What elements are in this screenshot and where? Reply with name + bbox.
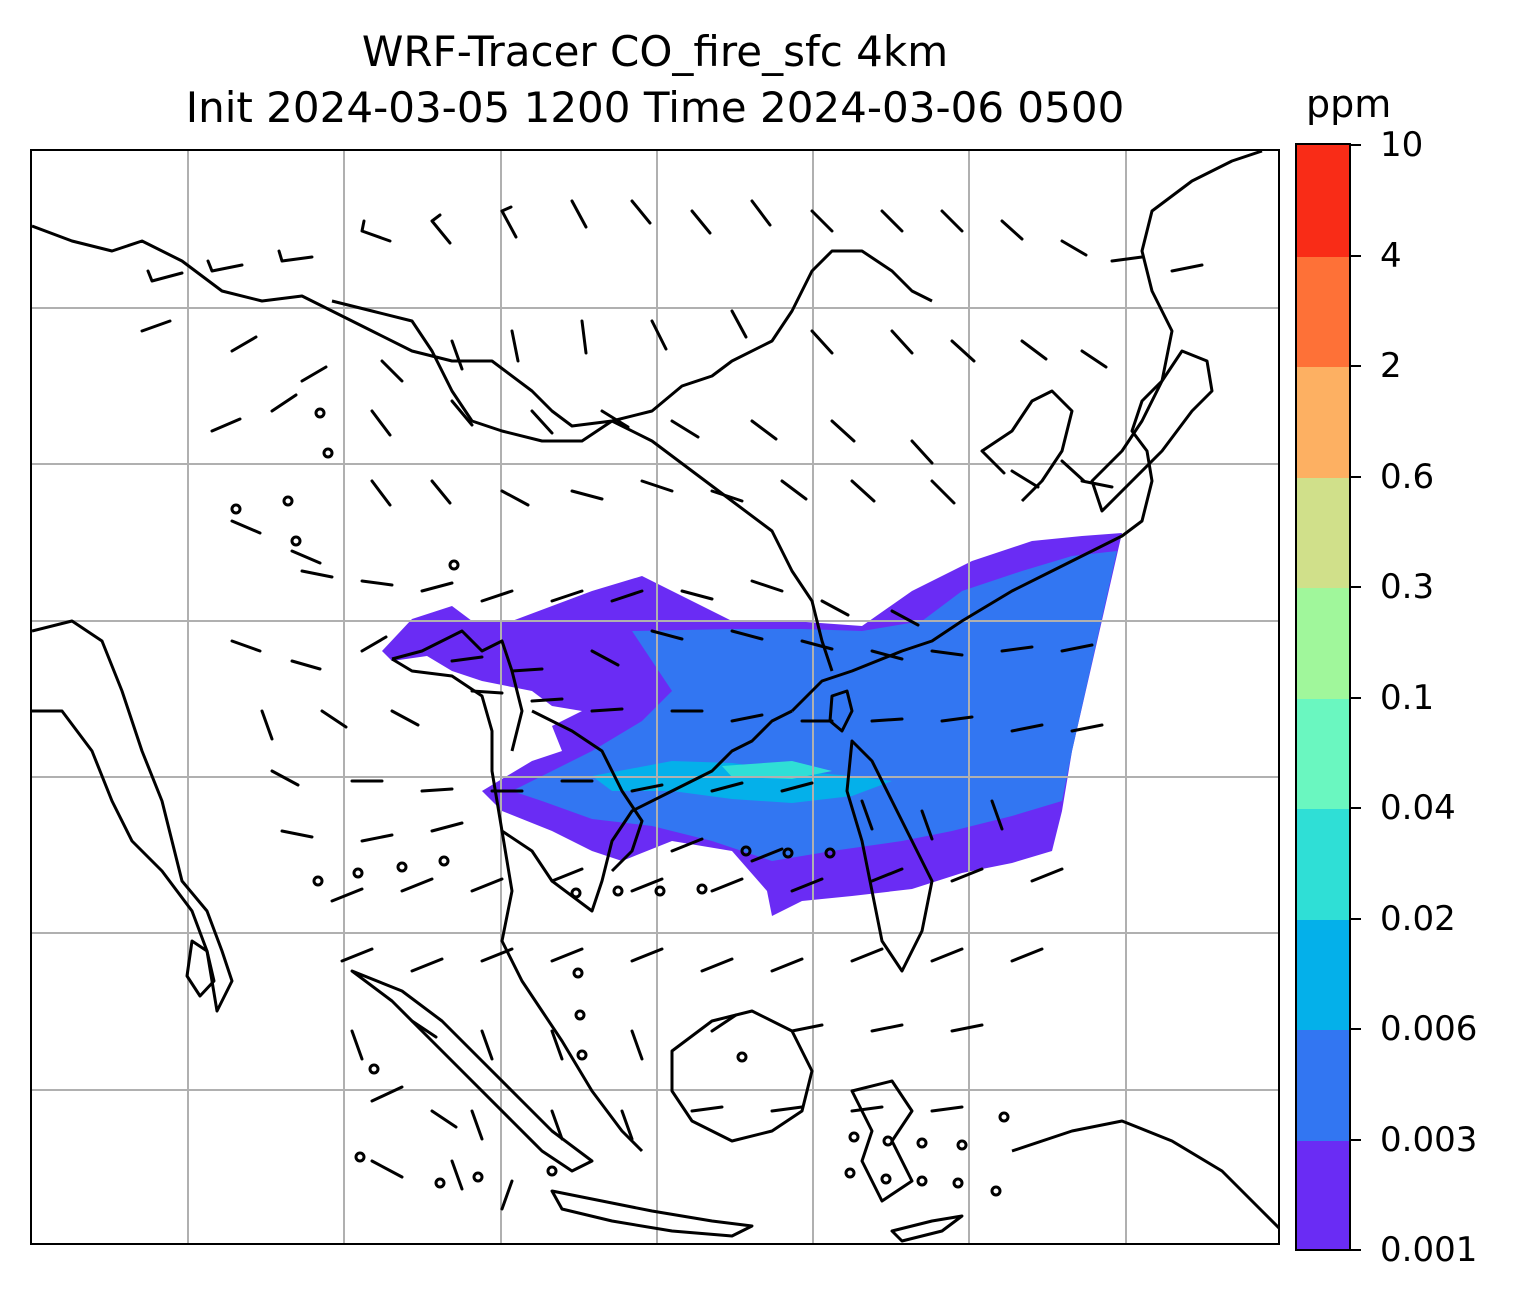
coast-java	[550, 1189, 754, 1238]
colorbar-tick	[1351, 917, 1361, 920]
colorbar-segment	[1297, 145, 1349, 257]
map-title-line-1: WRF-Tracer CO_fire_sfc 4km	[361, 27, 949, 76]
colorbar-tick-label: 0.04	[1380, 788, 1456, 828]
colorbar-segment	[1297, 476, 1349, 588]
colorbar-tick-label: 0.001	[1380, 1230, 1478, 1270]
border-myanmar	[391, 629, 524, 752]
calm-wind-markers	[230, 407, 1010, 1197]
border-laos-vietnam	[531, 709, 644, 873]
colorbar-tick	[1351, 1138, 1361, 1141]
colorbar-units-label: ppm	[1306, 82, 1392, 126]
coast-sumatra	[350, 969, 594, 1173]
border-china-se	[611, 419, 834, 672]
colorbar-tick	[1351, 1249, 1361, 1251]
colorbar-tick-label: 10	[1380, 125, 1424, 165]
colorbar-segment	[1297, 1139, 1349, 1249]
coast-korea	[981, 389, 1074, 503]
colorbar-tick-label: 0.1	[1380, 677, 1435, 718]
coast-new-guinea	[1011, 1119, 1278, 1230]
colorbar-segment	[1297, 808, 1349, 920]
colorbar-segment	[1297, 697, 1349, 809]
colorbar-segment	[1297, 366, 1349, 478]
coast-india	[32, 619, 234, 1013]
colorbar-tick	[1351, 475, 1361, 478]
colorbar	[1295, 143, 1351, 1251]
coast-timor	[890, 1214, 964, 1243]
colorbar-tick-label: 0.003	[1380, 1119, 1478, 1160]
border-himalaya	[32, 224, 933, 428]
gridlines	[32, 151, 1278, 1243]
map-panel	[30, 149, 1280, 1245]
colorbar-tick	[1351, 696, 1361, 699]
colorbar-tick-label: 0.3	[1380, 567, 1435, 607]
coast-japan	[1090, 349, 1214, 513]
colorbar-tick	[1351, 586, 1361, 588]
map-title-line-2: Init 2024-03-05 1200 Time 2024-03-06 050…	[185, 83, 1125, 132]
colorbar-tick-label: 0.02	[1380, 898, 1456, 939]
colorbar-tick	[1351, 254, 1361, 257]
colorbar-tick-label: 0.006	[1380, 1009, 1478, 1049]
colorbar-segment	[1297, 1029, 1349, 1141]
tracer-patch	[722, 761, 832, 779]
colorbar-tick-label: 2	[1380, 346, 1402, 386]
coast-sulawesi	[850, 1079, 914, 1203]
colorbar-segment	[1297, 587, 1349, 699]
colorbar-tick	[1351, 144, 1361, 146]
map-canvas	[32, 151, 1278, 1243]
colorbar-tick	[1351, 1028, 1361, 1030]
colorbar-tick-label: 0.6	[1380, 456, 1435, 497]
colorbar-tick	[1351, 807, 1361, 809]
border-mongolia	[331, 299, 613, 443]
colorbar-segment	[1297, 255, 1349, 367]
co-tracer-shading	[382, 533, 1122, 916]
coast-sri-lanka	[185, 939, 216, 998]
colorbar-segment	[1297, 918, 1349, 1030]
colorbar-tick	[1351, 365, 1361, 367]
coast-bay-bengal	[391, 657, 644, 1153]
colorbar-tick-label: 4	[1380, 235, 1402, 276]
coast-borneo	[670, 1009, 814, 1143]
coast-taiwan	[828, 689, 854, 733]
coast-philippines	[845, 739, 934, 973]
coast-china-east	[790, 151, 1263, 713]
wind-barbs	[140, 199, 1204, 1211]
